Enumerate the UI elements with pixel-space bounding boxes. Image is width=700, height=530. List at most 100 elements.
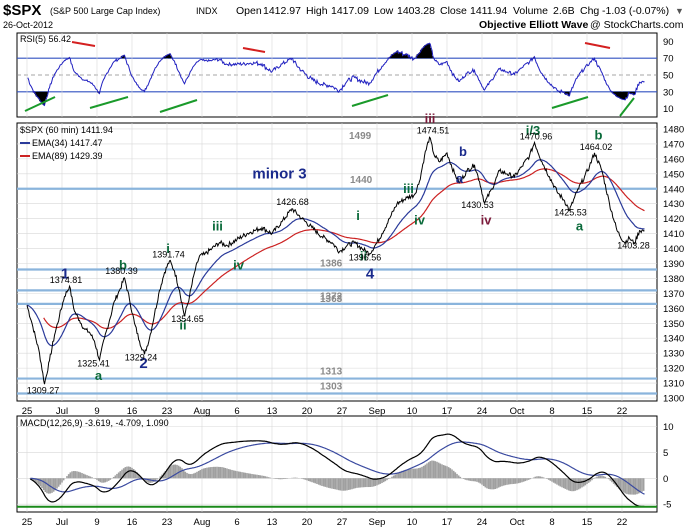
rsi-tick-label: 90 (663, 37, 674, 48)
wave-label: a (456, 171, 464, 186)
rsi-tick-label: 50 (663, 71, 674, 82)
support-label: 1372 (320, 291, 343, 302)
macd-x-tick-label: Oct (510, 517, 525, 528)
price-annotations: 1309.27 1374.81 1325.41 1380.39 1329.24 1391.… (27, 125, 650, 395)
wave-label: 2 (139, 355, 147, 372)
rsi-tick-label: 30 (663, 87, 674, 98)
x-tick-label: 8 (549, 406, 554, 417)
macd-x-tick-label: 15 (582, 517, 593, 528)
price-series-line (26, 136, 645, 385)
x-tick-label: 10 (407, 406, 418, 417)
index-description: (S&P 500 Large Cap Index) (50, 6, 160, 16)
support-label: 1313 (320, 367, 343, 378)
macd-tick-label: 0 (663, 474, 668, 485)
wave-label: a (95, 368, 103, 383)
price-tick-label: 1400 (663, 244, 684, 255)
rsi-panel: 10 30 50 70 90 RSI(5) 56.42 (16, 32, 674, 118)
support-label: 1386 (320, 258, 343, 269)
rsi-tick-label: 10 (663, 104, 674, 115)
macd-tick-label: 10 (663, 422, 674, 433)
legend-ema34: EMA(34) 1417.47 (32, 138, 103, 148)
price-tick-label: 1450 (663, 169, 684, 180)
rsi-trendlines (24, 41, 635, 117)
price-tick-label: 1320 (663, 364, 684, 375)
price-tick-label: 1470 (663, 139, 684, 150)
price-annotation: 1396.56 (349, 253, 382, 263)
price-annotation: 1403.28 (617, 241, 650, 251)
wave-label: iv (481, 213, 493, 228)
wave-label: 1 (61, 265, 69, 282)
wave-label: b (459, 144, 467, 159)
svg-text:Close: Close (440, 5, 467, 17)
x-tick-label: Aug (194, 406, 211, 417)
x-tick-label: 23 (162, 406, 173, 417)
support-label: 1499 (349, 131, 372, 142)
x-tick-label: 13 (267, 406, 278, 417)
price-annotation: 1329.24 (125, 353, 158, 363)
wave-label: iii (403, 181, 414, 196)
macd-x-tick-label: 25 (22, 517, 33, 528)
macd-signal-line (30, 441, 645, 495)
price-tick-label: 1380 (663, 274, 684, 285)
wave-label: 4 (366, 265, 375, 282)
svg-text:Low: Low (374, 5, 394, 17)
wave-label: iv (414, 213, 426, 228)
x-tick-label: 6 (234, 406, 239, 417)
macd-x-tick-label: 13 (267, 517, 278, 528)
price-annotation: 1426.68 (276, 197, 309, 207)
price-annotation: 1380.39 (105, 266, 138, 276)
wave-label: i (166, 241, 170, 256)
price-annotation: 1391.74 (152, 250, 185, 260)
wave-label: i (356, 208, 360, 223)
macd-line (30, 433, 645, 508)
macd-x-tick-label: 22 (617, 517, 628, 528)
rsi-line (27, 42, 645, 107)
macd-x-tick-label: 8 (549, 517, 554, 528)
macd-x-tick-label: 27 (337, 517, 348, 528)
macd-legend: MACD(12,26,9) -3.619, -4.709, 1.090 (20, 418, 169, 428)
wave-label: ii (360, 249, 367, 264)
wave-label: minor 3 (252, 165, 306, 182)
legend-ema89: EMA(89) 1429.39 (32, 151, 103, 161)
open-value: 1412.97 (263, 5, 301, 17)
price-tick-label: 1360 (663, 304, 684, 315)
price-tick-label: 1410 (663, 229, 684, 240)
x-tick-label: 9 (94, 406, 99, 417)
close-value: 1411.94 (470, 5, 507, 17)
macd-x-tick-label: Aug (194, 517, 211, 528)
brand-label: Objective Elliott Wave (479, 19, 588, 31)
support-label: 1440 (350, 175, 373, 186)
price-annotation: 1464.02 (580, 142, 613, 152)
x-tick-label: 25 (22, 406, 33, 417)
svg-text:High: High (306, 5, 328, 17)
price-legend: $SPX (60 min) 1411.94 EMA(34) 1417.47 EM… (20, 125, 113, 161)
price-annotation: 1309.27 (27, 386, 60, 396)
price-annotation: 1354.65 (171, 314, 204, 324)
wave-label: iii (425, 111, 436, 126)
macd-tick-label: 5 (663, 448, 668, 459)
x-tick-label: 20 (302, 406, 313, 417)
price-tick-label: 1300 (663, 394, 684, 405)
svg-text:Chg: Chg (580, 5, 599, 17)
price-annotation: 1470.96 (520, 131, 553, 141)
low-value: 1403.28 (397, 5, 435, 17)
support-label: 1363 (320, 294, 343, 305)
dropdown-arrow-icon: ▼ (675, 6, 684, 16)
x-tick-label: 17 (442, 406, 453, 417)
ohlc-summary: Open 1412.97 High 1417.09 Low 1403.28 Cl… (236, 5, 684, 17)
change-value: -1.03 (-0.07%) (602, 5, 669, 17)
legend-price: $SPX (60 min) 1411.94 (20, 125, 113, 135)
wave-label: i/3 (526, 123, 540, 138)
macd-panel: -5 0 5 10 25 Jul 9 16 23 Aug 6 13 20 27 Sep 10 17 24 Oct 8… (16, 415, 674, 528)
price-annotation: 1474.51 (417, 125, 450, 135)
wave-label: iv (233, 257, 245, 272)
x-tick-label: 16 (127, 406, 138, 417)
price-tick-label: 1390 (663, 259, 684, 270)
exchange: INDX (196, 6, 218, 16)
symbol: $SPX (3, 2, 41, 19)
macd-x-tick-label: 23 (162, 517, 173, 528)
svg-text:Open: Open (236, 5, 262, 17)
x-tick-label: 24 (477, 406, 488, 417)
wave-label: iii (212, 219, 223, 234)
price-annotation: 1325.41 (77, 359, 110, 369)
